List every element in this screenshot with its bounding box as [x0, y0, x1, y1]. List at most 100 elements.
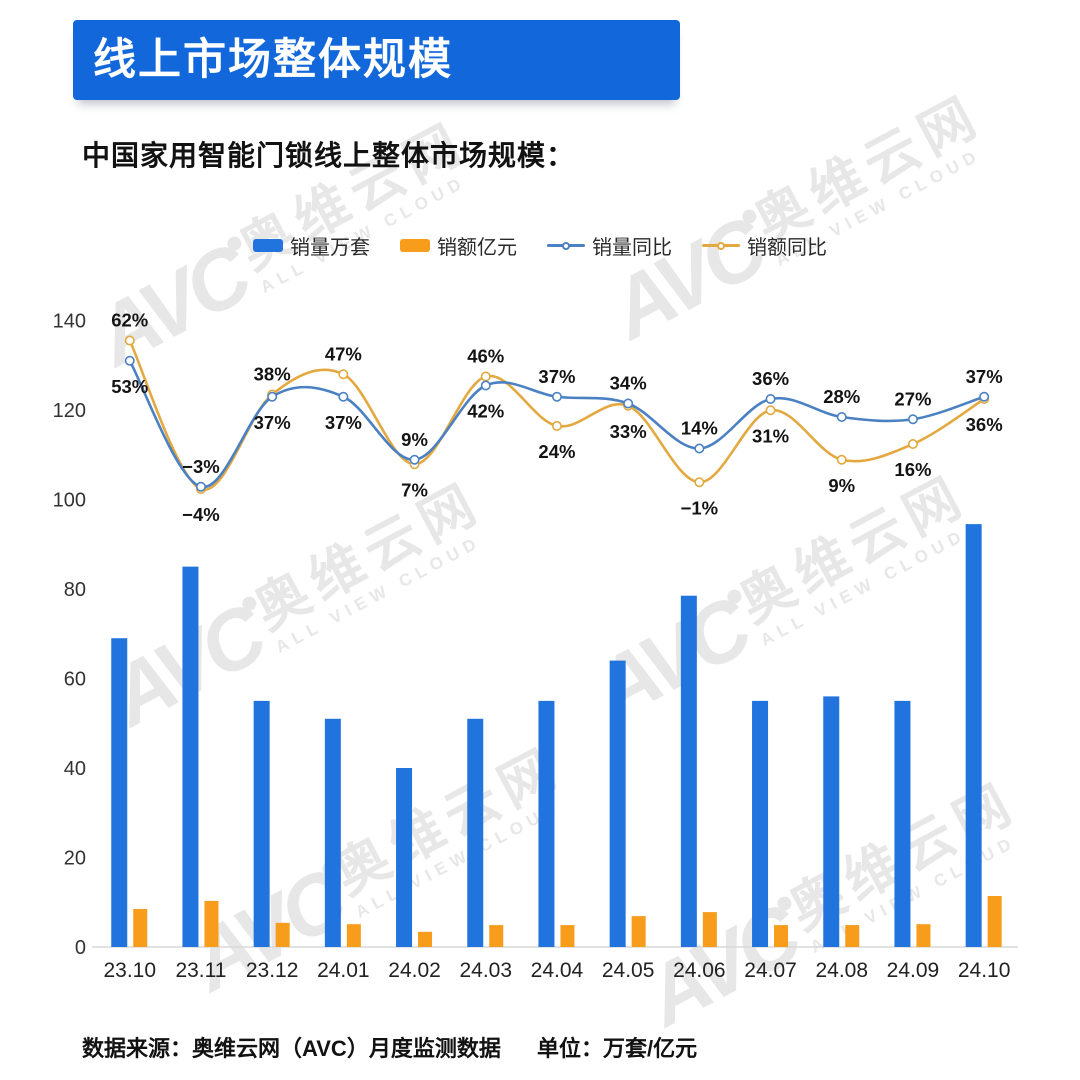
data-label-revenue-yoy-24.08: 9% — [828, 475, 855, 496]
bar-sales-volume-23.11 — [182, 566, 199, 947]
line-marker-revenue-yoy — [551, 420, 562, 431]
bar-sales-revenue-24.09 — [916, 924, 931, 947]
line-marker-volume-yoy — [979, 391, 990, 402]
chart-legend: 销量万套 销额亿元 销量同比 销额同比 — [0, 231, 1080, 260]
x-axis-category-label: 24.01 — [317, 959, 370, 982]
y-axis-tick-label: 140 — [53, 311, 86, 333]
line-marker-volume-yoy — [480, 380, 491, 391]
bar-sales-volume-24.01 — [324, 718, 341, 947]
line-marker-revenue-yoy — [338, 369, 349, 380]
data-label-volume-yoy-24.08: 28% — [823, 386, 860, 407]
y-axis-tick-label: 60 — [64, 669, 86, 691]
data-label-volume-yoy-24.04: 37% — [538, 366, 575, 387]
y-axis-tick-label: 80 — [64, 579, 86, 601]
data-label-revenue-yoy-23.12: 38% — [254, 364, 291, 385]
bar-sales-revenue-24.07 — [774, 925, 789, 947]
y-axis-tick-label: 20 — [64, 848, 86, 870]
legend-label: 销额同比 — [747, 237, 827, 259]
data-label-revenue-yoy-24.09: 16% — [894, 459, 931, 480]
legend-item-sales-revenue: 销额亿元 — [400, 231, 517, 260]
line-marker-volume-yoy — [907, 414, 918, 425]
data-label-volume-yoy-24.07: 36% — [752, 368, 789, 389]
data-label-volume-yoy-24.10: 37% — [966, 366, 1003, 387]
y-axis-tick-label: 120 — [53, 400, 86, 422]
data-label-revenue-yoy-23.10: 62% — [111, 310, 148, 331]
line-marker-volume-yoy — [694, 443, 705, 454]
bar-sales-volume-23.12 — [253, 700, 270, 947]
bar-sales-volume-24.08 — [823, 696, 840, 947]
page-title: 线上市场整体规模 — [93, 36, 453, 84]
bar-sales-revenue-24.04 — [560, 925, 575, 947]
page-title-banner: 线上市场整体规模 — [73, 20, 680, 100]
data-label-revenue-yoy-24.05: 33% — [610, 421, 647, 442]
x-axis-category-label: 24.06 — [673, 959, 726, 982]
x-axis-category-label: 24.10 — [958, 959, 1011, 982]
data-label-volume-yoy-24.02: 9% — [401, 429, 428, 450]
x-axis-category-label: 24.05 — [602, 959, 655, 982]
bar-sales-revenue-23.10 — [133, 908, 148, 947]
bar-sales-volume-24.03 — [467, 718, 484, 947]
line-marker-revenue-yoy — [694, 477, 705, 488]
y-axis-tick-label: 0 — [75, 937, 86, 959]
bar-sales-revenue-23.11 — [204, 900, 219, 947]
line-marker-volume-yoy — [765, 393, 776, 404]
bar-sales-volume-24.09 — [894, 700, 911, 947]
y-axis-tick-label: 100 — [53, 490, 86, 512]
chart-footer: 数据来源：奥维云网（AVC）月度监测数据 单位：万套/亿元 — [82, 1031, 697, 1063]
data-label-revenue-yoy-24.10: 36% — [966, 414, 1003, 435]
bar-sales-volume-24.07 — [752, 700, 769, 947]
line-marker-volume-yoy — [267, 391, 278, 402]
legend-label: 销额亿元 — [437, 237, 517, 259]
legend-label: 销量万套 — [290, 237, 370, 259]
line-marker-revenue-yoy — [907, 438, 918, 449]
legend-bar-swatch-icon — [253, 239, 283, 252]
bar-sales-volume-24.05 — [609, 660, 626, 947]
line-marker-revenue-yoy — [480, 371, 491, 382]
bar-sales-revenue-24.03 — [489, 925, 504, 947]
bar-sales-volume-23.10 — [111, 638, 128, 947]
data-label-volume-yoy-24.03: 42% — [467, 401, 504, 422]
x-axis-category-label: 24.03 — [459, 959, 512, 982]
data-label-volume-yoy-24.06: 14% — [681, 418, 718, 439]
data-label-volume-yoy-24.09: 27% — [894, 388, 931, 409]
line-marker-revenue-yoy — [124, 335, 135, 346]
line-marker-volume-yoy — [195, 481, 206, 492]
bar-sales-volume-24.02 — [396, 768, 413, 947]
bar-sales-revenue-24.06 — [702, 912, 717, 947]
x-axis-category-label: 24.08 — [815, 959, 868, 982]
x-axis-category-label: 24.09 — [887, 959, 940, 982]
data-label-volume-yoy-24.05: 34% — [610, 373, 647, 394]
data-label-volume-yoy-23.12: 37% — [254, 412, 291, 433]
x-axis-category-label: 24.02 — [388, 959, 441, 982]
bar-sales-revenue-24.10 — [987, 895, 1002, 947]
data-label-revenue-yoy-23.11: −4% — [182, 504, 220, 525]
line-marker-volume-yoy — [623, 398, 634, 409]
legend-bar-swatch-icon — [400, 239, 430, 252]
line-marker-revenue-yoy — [836, 454, 847, 465]
line-marker-volume-yoy — [409, 454, 420, 465]
legend-item-revenue-yoy: 销额同比 — [702, 231, 827, 260]
data-label-volume-yoy-23.11: −3% — [182, 456, 220, 477]
bar-sales-volume-24.04 — [538, 700, 555, 947]
chart-subtitle: 中国家用智能门锁线上整体市场规模： — [82, 140, 576, 171]
legend-line-marker-icon — [702, 239, 740, 252]
bar-sales-volume-24.10 — [965, 524, 982, 947]
line-marker-revenue-yoy — [765, 405, 776, 416]
data-label-revenue-yoy-24.03: 46% — [467, 346, 504, 367]
data-label-revenue-yoy-24.02: 7% — [401, 479, 428, 500]
x-axis-category-label: 23.11 — [175, 959, 226, 982]
data-label-revenue-yoy-24.04: 24% — [538, 441, 575, 462]
data-label-revenue-yoy-24.01: 47% — [325, 343, 362, 364]
line-marker-volume-yoy — [338, 391, 349, 402]
x-axis-category-label: 23.12 — [246, 959, 299, 982]
bar-sales-revenue-24.01 — [346, 924, 361, 947]
line-volume-yoy — [128, 359, 986, 489]
data-label-volume-yoy-24.01: 37% — [325, 412, 362, 433]
bar-sales-revenue-24.08 — [845, 925, 860, 947]
line-marker-volume-yoy — [836, 411, 847, 422]
x-axis-category-label: 24.07 — [744, 959, 797, 982]
data-label-volume-yoy-23.10: 53% — [111, 376, 148, 397]
data-label-revenue-yoy-24.07: 31% — [752, 425, 789, 446]
